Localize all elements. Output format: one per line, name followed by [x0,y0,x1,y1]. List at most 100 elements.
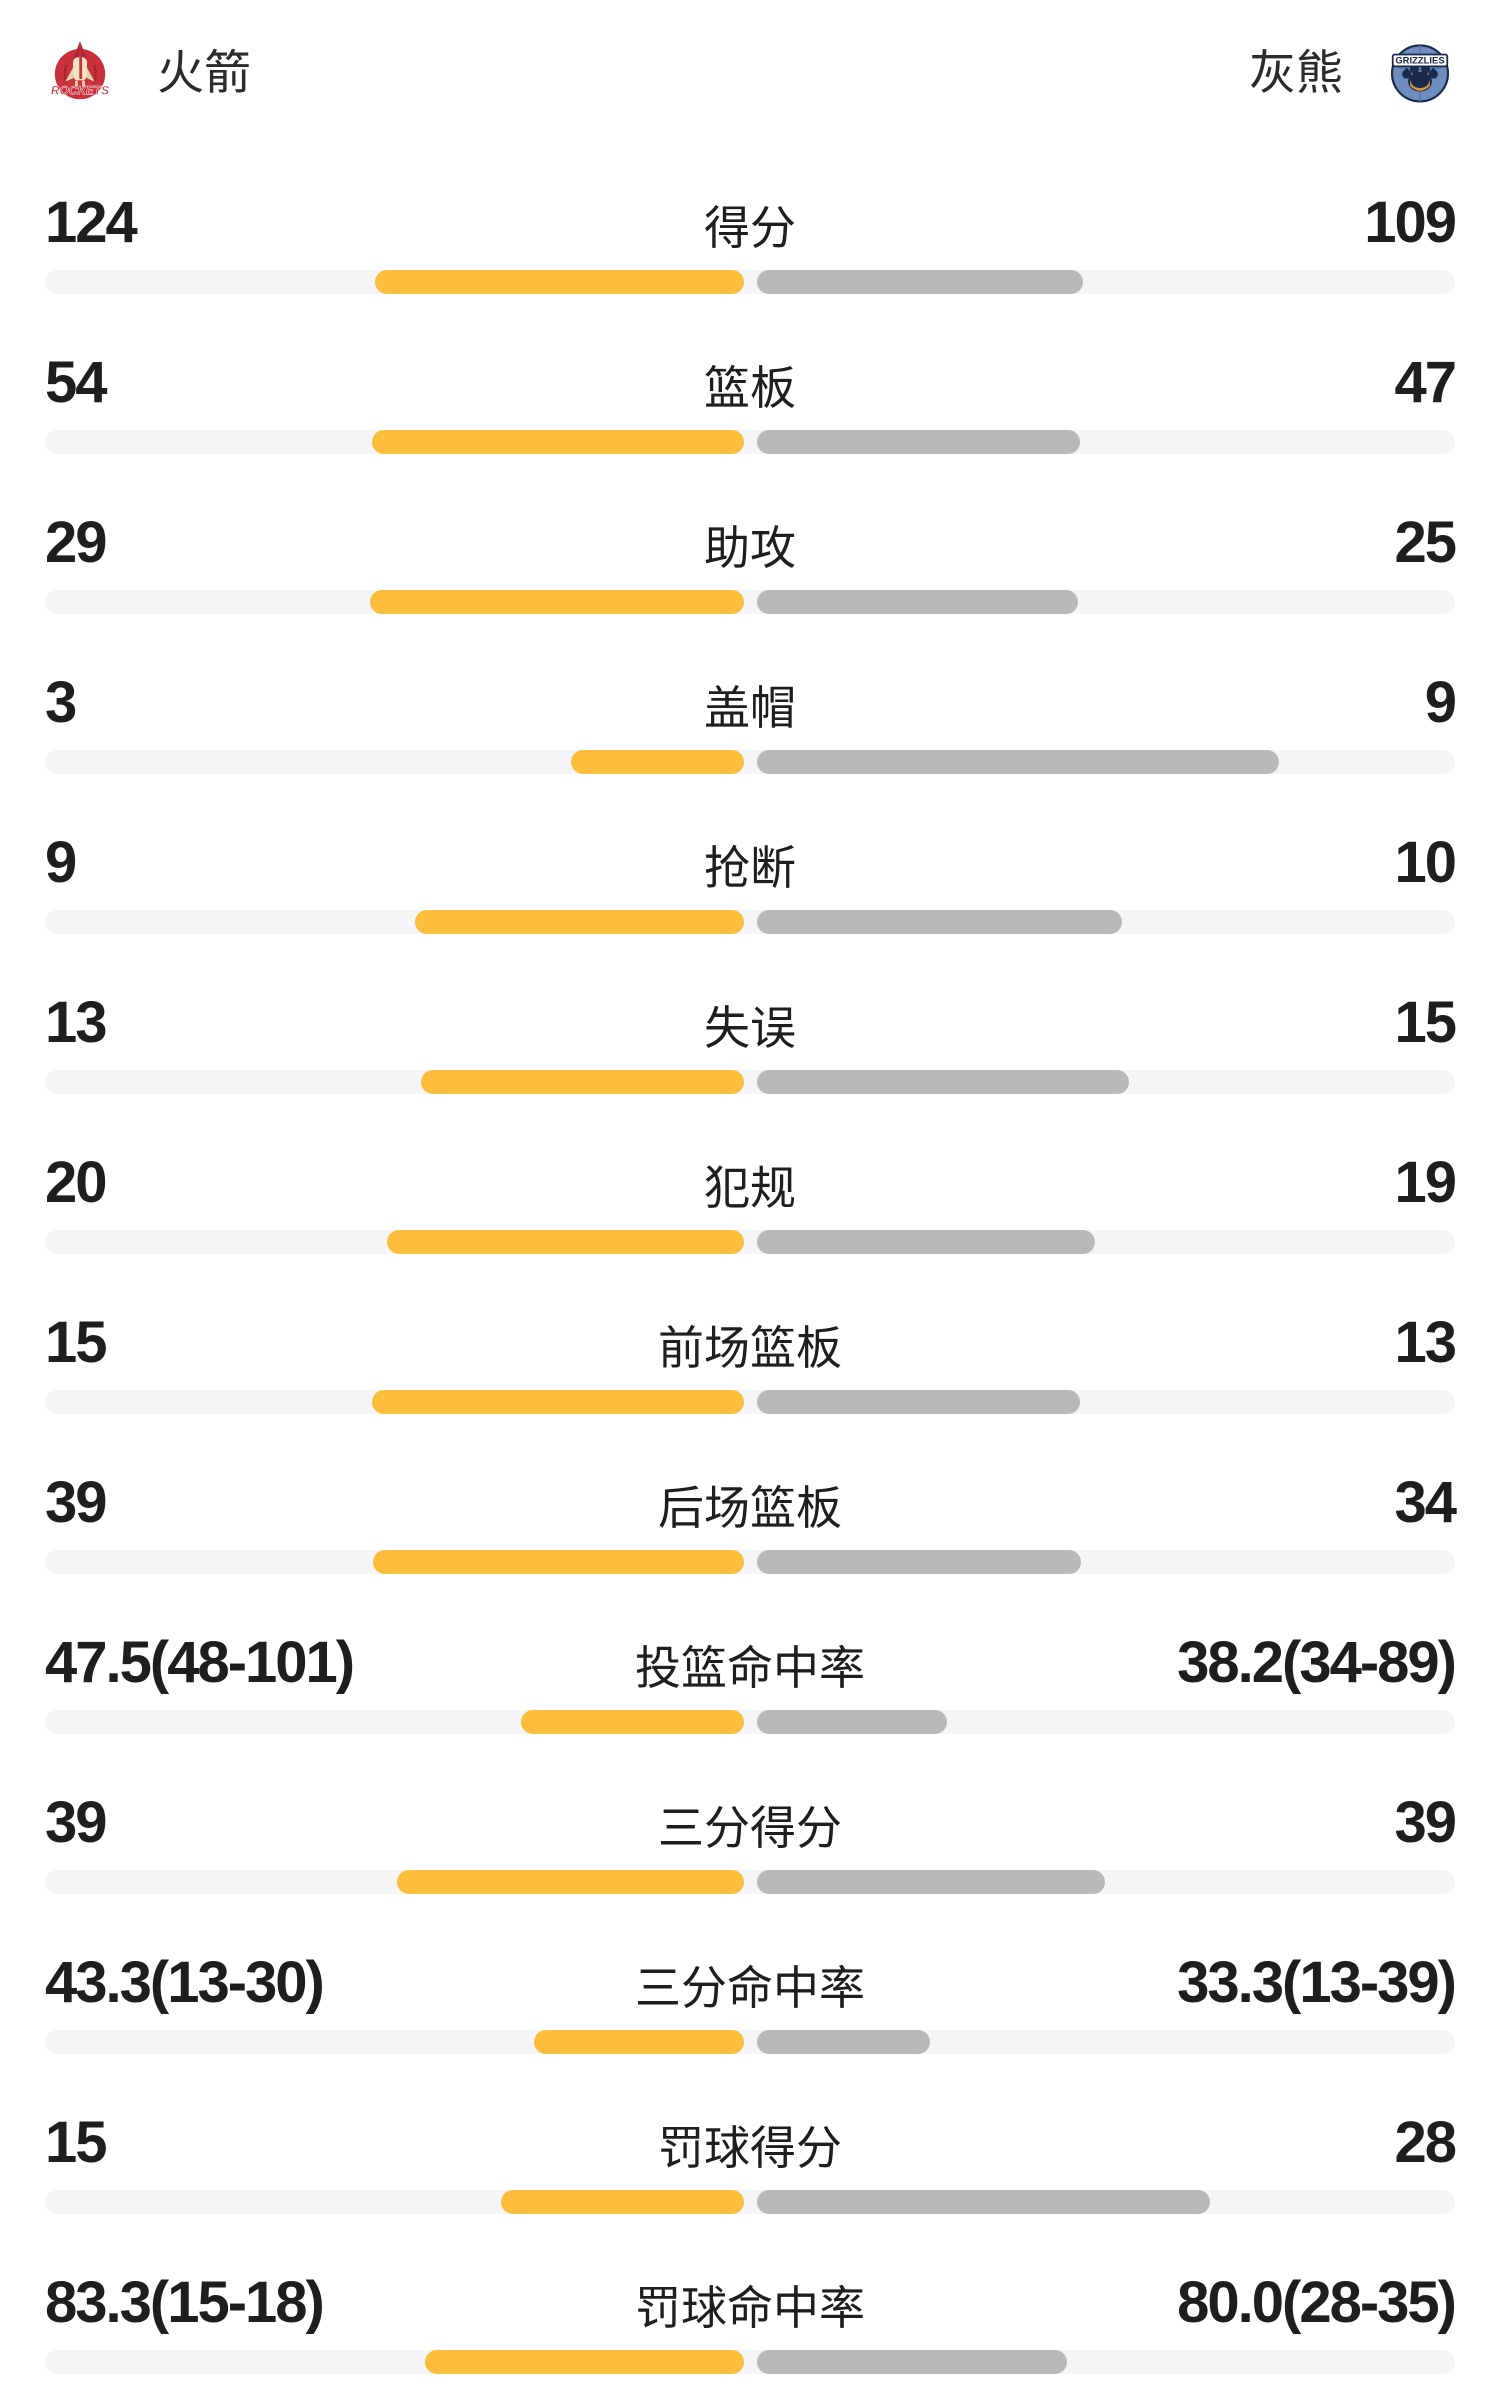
away-team-name: 灰熊 [1249,45,1343,99]
away-value: 39 [1394,1790,1456,1855]
stat-line: 39 39 [45,1790,1457,1855]
stats-list: 124 109 得分 54 47 篮板 29 25 助攻 3 9 盖帽 9 10 抢断 13 15 失误 20 19 犯… [45,145,1457,2385]
bar-track [45,1710,1455,1734]
away-bar [757,910,1123,934]
away-value: 34 [1394,1470,1456,1535]
away-bar [757,430,1080,454]
home-bar [397,1870,744,1894]
away-value: 19 [1394,1150,1456,1215]
bar-track [45,910,1455,934]
bar-track [45,2350,1455,2374]
home-bar [371,1390,744,1414]
stat-label: 罚球命中率 [635,2282,865,2334]
home-value: 43.3(13-30) [45,1950,325,2015]
stat-row: 15 13 前场篮板 [45,1265,1457,1425]
stat-line: 54 47 [45,350,1457,415]
stat-line: 43.3(13-30) 33.3(13-39) [45,1950,1457,2015]
away-bar [757,750,1279,774]
bar-track [45,1870,1455,1894]
stat-line: 29 25 [45,510,1457,575]
stat-line: 47.5(48-101) 38.2(34-89) [45,1630,1457,1695]
stat-label: 三分得分 [658,1802,842,1854]
bar-track [45,590,1455,614]
away-team: 灰熊 GRIZZLIES [1249,37,1455,107]
stat-label: 后场篮板 [658,1482,842,1534]
away-value: 80.0(28-35) [1177,2270,1457,2335]
stat-label: 抢断 [704,842,796,894]
stat-row: 3 9 盖帽 [45,625,1457,785]
stat-line: 39 34 [45,1470,1457,1535]
away-bar [757,1070,1130,1094]
stat-label: 失误 [704,1002,796,1054]
home-value: 15 [45,1310,107,1375]
stat-row: 13 15 失误 [45,945,1457,1105]
home-bar [370,590,744,614]
stat-row: 39 39 三分得分 [45,1745,1457,1905]
home-bar [570,750,744,774]
header: ROCKETS 火箭 灰熊 GRIZZLI [45,0,1455,108]
home-value: 83.3(15-18) [45,2270,325,2335]
grizzlies-logo-icon: GRIZZLIES [1390,44,1450,103]
away-value: 13 [1394,1310,1456,1375]
home-team-name: 火箭 [157,45,251,99]
home-bar [425,2350,744,2374]
away-bar [757,2030,931,2054]
home-bar [533,2030,744,2054]
away-value: 9 [1424,670,1457,735]
away-value: 109 [1364,190,1457,255]
away-bar [757,2350,1068,2374]
home-value: 47.5(48-101) [45,1630,355,1695]
bar-track [45,750,1455,774]
home-value: 39 [45,1470,107,1535]
home-bar [521,1710,744,1734]
stat-label: 三分命中率 [635,1962,865,2014]
away-bar [757,270,1083,294]
home-value: 13 [45,990,107,1055]
stat-line: 20 19 [45,1150,1457,1215]
stat-row: 20 19 犯规 [45,1105,1457,1265]
stat-label: 盖帽 [704,682,796,734]
away-value: 38.2(34-89) [1177,1630,1457,1695]
stat-label: 助攻 [704,522,796,574]
away-bar [757,2190,1210,2214]
stat-line: 15 13 [45,1310,1457,1375]
grizzlies-logo-text: GRIZZLIES [1395,56,1444,67]
away-bar [757,590,1079,614]
away-value: 15 [1394,990,1456,1055]
stat-row: 29 25 助攻 [45,465,1457,625]
bar-track [45,1390,1455,1414]
bar-track [45,1230,1455,1254]
stat-label: 篮板 [704,362,796,414]
home-value: 39 [45,1790,107,1855]
stat-line: 83.3(15-18) 80.0(28-35) [45,2270,1457,2335]
stat-row: 9 10 抢断 [45,785,1457,945]
away-bar [757,1230,1096,1254]
stat-label: 前场篮板 [658,1322,842,1374]
stat-line: 124 109 [45,190,1457,255]
stat-row: 39 34 后场篮板 [45,1425,1457,1585]
home-bar [415,910,744,934]
away-bar [757,1870,1106,1894]
stat-label: 得分 [704,202,796,254]
away-value: 10 [1394,830,1456,895]
stat-label: 罚球得分 [658,2122,842,2174]
home-value: 29 [45,510,107,575]
away-value: 25 [1394,510,1456,575]
stat-row: 54 47 篮板 [45,305,1457,465]
home-value: 54 [45,350,107,415]
stat-row: 43.3(13-30) 33.3(13-39) 三分命中率 [45,1905,1457,2065]
away-bar [757,1550,1082,1574]
away-value: 28 [1394,2110,1456,2175]
home-bar [374,270,744,294]
home-bar [373,1550,744,1574]
home-value: 9 [45,830,77,895]
stat-row: 47.5(48-101) 38.2(34-89) 投篮命中率 [45,1585,1457,1745]
stat-row: 83.3(15-18) 80.0(28-35) 罚球命中率 [45,2225,1457,2385]
home-bar [421,1070,744,1094]
stat-label: 犯规 [704,1162,796,1214]
away-value: 47 [1394,350,1456,415]
home-bar [501,2190,744,2214]
home-value: 124 [45,190,138,255]
